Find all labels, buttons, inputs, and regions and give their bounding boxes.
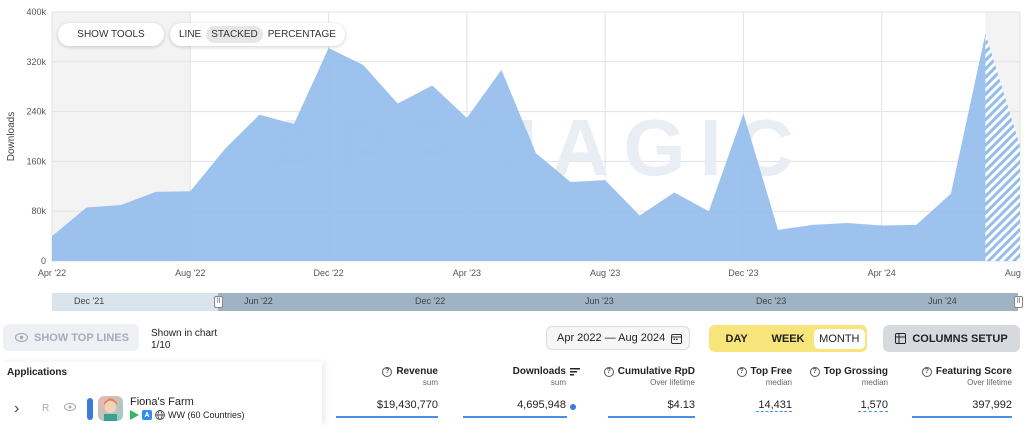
column-sub: sum <box>550 378 566 387</box>
period-day[interactable]: DAY <box>725 332 748 345</box>
column-header-downloads[interactable]: Downloads sum <box>480 366 580 387</box>
y-tick-label: 320k <box>26 57 46 67</box>
column-label: Featuring Score <box>935 366 1012 377</box>
brush-label: Jun '24 <box>928 296 957 306</box>
downloads-bar <box>463 416 567 418</box>
shown-in-chart-label: Shown in chart <box>151 328 218 339</box>
brush-label: Jun '22 <box>244 296 273 306</box>
show-tools-button[interactable]: SHOW TOOLS <box>58 23 164 46</box>
show-top-lines-label: SHOW TOP LINES <box>34 331 129 344</box>
x-tick-label: Apr '23 <box>453 268 481 278</box>
mode-stacked[interactable]: STACKED <box>206 26 263 43</box>
column-header-top-grossing[interactable]: ? Top Grossing median <box>800 366 888 387</box>
chart-mode-toggle: LINE STACKED PERCENTAGE <box>170 23 345 46</box>
date-range-value: Apr 2022 — Aug 2024 <box>557 332 666 344</box>
column-sub: Over lifetime <box>967 378 1012 387</box>
y-tick-label: 80k <box>31 206 46 216</box>
top-grossing-cell[interactable]: 1,570 <box>858 399 888 412</box>
period-week[interactable]: WEEK <box>771 332 805 345</box>
period-month[interactable]: MONTH <box>813 328 865 349</box>
top-free-cell[interactable]: 14,431 <box>756 399 792 412</box>
help-icon[interactable]: ? <box>382 366 393 377</box>
mode-line[interactable]: LINE <box>179 29 202 40</box>
help-icon[interactable]: ? <box>603 366 614 377</box>
column-label: Cumulative RpD <box>617 366 695 377</box>
column-sub: median <box>765 378 792 387</box>
help-icon[interactable]: ? <box>809 366 820 377</box>
series-color-marker <box>87 398 93 420</box>
columns-setup-button[interactable]: COLUMNS SETUP <box>883 325 1020 352</box>
x-tick-label: Dec '23 <box>728 268 758 278</box>
revenue-cell: $19,430,770 <box>376 399 438 411</box>
column-sub: sum <box>422 378 438 387</box>
brush-label: Dec '22 <box>415 296 446 306</box>
period-toggle: DAY WEEK MONTH <box>709 325 867 352</box>
revenue-bar <box>336 416 438 418</box>
app-name[interactable]: Fiona's Farm <box>130 396 194 408</box>
columns-setup-label: COLUMNS SETUP <box>912 332 1008 345</box>
x-tick-label: Aug '24 <box>1005 268 1024 278</box>
column-label: Downloads <box>512 366 566 377</box>
cumulative-rpd-bar <box>608 416 695 418</box>
y-axis-label: Downloads <box>6 112 17 161</box>
downloads-chart: 0 80k 160k 240k 320k 400k Apr '22 Aug '22 Dec '2… <box>6 7 1024 278</box>
help-icon[interactable]: ? <box>736 366 747 377</box>
brush-right-handle[interactable]: ll <box>1014 296 1023 308</box>
brush-left-handle[interactable]: ll <box>214 296 223 308</box>
app-icon[interactable] <box>98 396 123 421</box>
eye-icon[interactable] <box>64 403 76 411</box>
expand-chevron-icon[interactable]: › <box>14 400 20 417</box>
series-area-downloads <box>52 33 986 261</box>
column-sub: median <box>861 378 888 387</box>
x-tick-label: Aug '22 <box>175 268 205 278</box>
help-icon[interactable]: ? <box>921 366 932 377</box>
column-header-cumulative-rpd[interactable]: ? Cumulative RpD Over lifetime <box>595 366 695 387</box>
y-tick-label: 160k <box>26 156 46 166</box>
column-label: Revenue <box>396 366 438 377</box>
app-region: WW (60 Countries) <box>168 410 245 420</box>
brush-label: Jun '23 <box>585 296 614 306</box>
y-tick-label: 400k <box>26 7 46 17</box>
app-store-icon <box>142 410 152 420</box>
applications-header: Applications <box>7 367 68 378</box>
featuring-score-cell: 397,992 <box>972 399 1012 411</box>
shown-in-chart-count: 1/10 <box>151 340 171 351</box>
featuring-score-bar <box>912 416 1012 418</box>
chart-area: 0 80k 160k 240k 320k 400k Apr '22 Aug '22 Dec '2… <box>6 7 1024 278</box>
series-area-partial <box>985 33 1020 261</box>
x-tick-label: Apr '24 <box>868 268 896 278</box>
app-icon-image <box>104 398 117 421</box>
row-r-label[interactable]: R <box>42 403 50 414</box>
app-meta: WW (60 Countries) <box>130 410 245 420</box>
x-tick-label: Aug '23 <box>590 268 620 278</box>
column-label: Top Free <box>750 366 792 377</box>
eye-icon <box>15 333 28 342</box>
brush-label: Dec '21 <box>74 296 105 306</box>
column-header-featuring-score[interactable]: ? Featuring Score Over lifetime <box>900 366 1012 387</box>
brush-label: Dec '23 <box>756 296 787 306</box>
series-dot-icon <box>570 404 576 410</box>
column-label: Top Grossing <box>823 366 888 377</box>
mode-percentage[interactable]: PERCENTAGE <box>267 29 336 40</box>
show-tools-label: SHOW TOOLS <box>77 29 145 40</box>
columns-icon <box>895 333 907 344</box>
date-range-picker[interactable]: Apr 2022 — Aug 2024 <box>546 326 690 350</box>
x-tick-label: Dec '22 <box>313 268 343 278</box>
column-header-revenue[interactable]: ? Revenue sum <box>360 366 438 387</box>
sort-icon[interactable] <box>570 367 580 376</box>
shown-in-chart: Shown in chart 1/10 <box>151 328 217 352</box>
downloads-cell: 4,695,948 <box>517 399 566 411</box>
column-sub: Over lifetime <box>650 378 695 387</box>
globe-icon <box>155 410 165 420</box>
calendar-icon <box>671 333 683 344</box>
google-play-icon <box>130 410 139 420</box>
show-top-lines-button[interactable]: SHOW TOP LINES <box>3 324 139 351</box>
y-tick-label: 0 <box>41 256 46 266</box>
cumulative-rpd-cell: $4.13 <box>667 399 695 411</box>
x-tick-label: Apr '22 <box>38 268 66 278</box>
column-header-top-free[interactable]: ? Top Free median <box>720 366 792 387</box>
range-brush-selection[interactable] <box>218 293 1018 311</box>
y-tick-label: 240k <box>26 107 46 117</box>
